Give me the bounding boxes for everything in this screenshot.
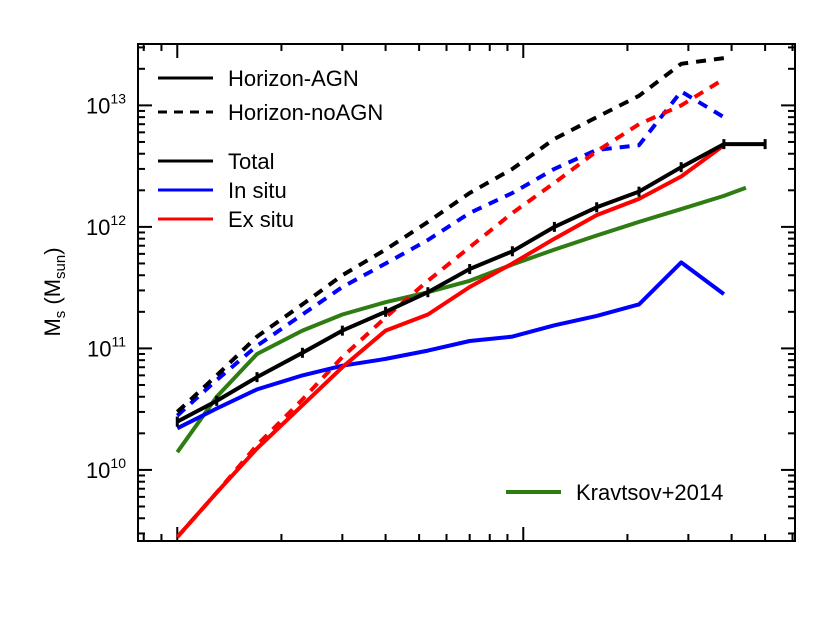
series-line-horizon-noagn-in-situ [175,89,725,418]
y-tick-label: 1013 [86,90,126,118]
y-tick-label: 1012 [86,212,126,240]
y-tick-label: 1011 [87,333,126,361]
series-line-horizon-agn-in-situ [176,260,726,431]
legend-label-ex-situ: Ex situ [228,207,294,232]
y-axis-label: Ms (Msun) [40,247,69,336]
legend-reference: Kravtsov+2014 [506,480,723,505]
legend-label-horizon-noagn: Horizon-noAGN [228,100,383,125]
plot-frame [137,43,796,542]
legend-model: Horizon-AGN Horizon-noAGN [158,66,383,125]
series-line-reference-kravtsov-2014 [175,185,747,454]
series-layer [175,56,767,539]
series-line-horizon-noagn-ex-situ [175,77,725,539]
legend-label-in-situ: In situ [228,178,287,203]
y-tick-labels: 1010 1011 1012 1013 [86,90,126,483]
legend-label-kravtsov: Kravtsov+2014 [576,480,723,505]
axis-ticks [138,44,795,541]
legend-component: Total In situ Ex situ [158,149,294,232]
y-tick-label: 1010 [86,455,126,483]
legend-label-total: Total [228,149,274,174]
series-line-horizon-agn-ex-situ [175,143,726,539]
legend-label-horizon-agn: Horizon-AGN [228,66,359,91]
